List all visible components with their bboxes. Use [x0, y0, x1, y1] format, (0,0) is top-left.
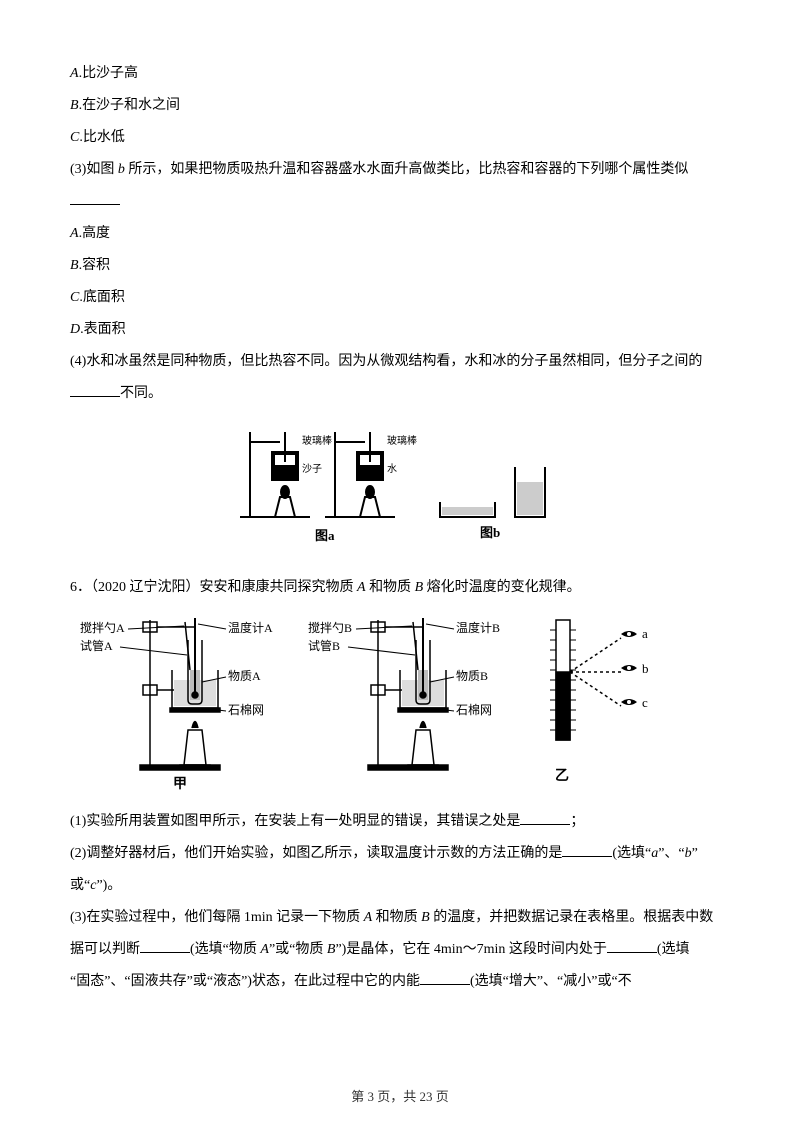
q6-2b: 或“c”)。	[70, 872, 730, 900]
q5-4-line1: (4)水和冰虽然是同种物质，但比热容不同。因为从微观结构看，水和冰的分子虽然相同…	[70, 348, 730, 376]
q5-3-opt-b: B.容积	[70, 252, 730, 280]
svg-text:乙: 乙	[555, 768, 569, 784]
svg-text:玻璃棒: 玻璃棒	[302, 434, 332, 447]
svg-text:图b: 图b	[480, 525, 500, 540]
svg-text:c: c	[642, 695, 648, 710]
svg-text:石棉网: 石棉网	[228, 703, 264, 717]
svg-text:b: b	[642, 661, 649, 676]
q6-1: (1)实验所用装置如图甲所示，在安装上有一处明显的错误，其错误之处是；	[70, 808, 730, 836]
svg-text:温度计A: 温度计A	[228, 620, 273, 635]
svg-text:温度计B: 温度计B	[456, 620, 500, 635]
q5-3-stem: (3)如图 b 所示，如果把物质吸热升温和容器盛水水面升高做类比，比热容和容器的…	[70, 156, 730, 184]
svg-text:物质A: 物质A	[228, 669, 261, 683]
q6-2a: (2)调整好器材后，他们开始实验，如图乙所示，读取温度计示数的方法正确的是(选填…	[70, 840, 730, 868]
fig-b: 图b	[440, 467, 545, 540]
q5-2-opt-a: AA.比沙子高.比沙子高	[70, 60, 730, 88]
q5-2-opt-c: C.比水低	[70, 124, 730, 152]
q5-3-opt-c: C.底面积	[70, 284, 730, 312]
thermometer-yi: a b c 乙	[536, 610, 656, 790]
svg-text:试管B: 试管B	[308, 638, 340, 653]
apparatus-b: 搅拌勺B 试管B 温度计B 物质B 石棉网	[308, 610, 508, 790]
q6-3b: 据可以判断(选填“物质 A”或“物质 B”)是晶体，它在 4min～7min 这…	[70, 936, 730, 964]
svg-text:石棉网: 石棉网	[456, 703, 492, 717]
page-footer: 第 3 页，共 23 页	[0, 1084, 800, 1110]
q5-3-blank	[70, 188, 730, 216]
fig-a: 玻璃棒 沙子 玻璃棒 水 图a	[240, 432, 417, 543]
q6-3c: “固态”、“固液共存”或“液态”)状态，在此过程中它的内能(选填“增大”、“减小…	[70, 968, 730, 996]
label-sand: 沙子	[302, 463, 322, 475]
q5-2-opt-b: B.在沙子和水之间	[70, 92, 730, 120]
svg-text:搅拌勺B: 搅拌勺B	[308, 620, 352, 635]
apparatus-jia: 搅拌勺A 试管A 温度计A 物质A 石棉网 甲	[80, 610, 280, 790]
q6-stem: 6．（2020 辽宁沈阳）安安和康康共同探究物质 A 和物质 B 熔化时温度的变…	[70, 574, 730, 602]
svg-text:玻璃棒: 玻璃棒	[387, 434, 417, 447]
svg-text:a: a	[642, 626, 648, 641]
svg-text:物质B: 物质B	[456, 669, 488, 683]
q5-4-line2: 不同。	[70, 380, 730, 408]
svg-text:搅拌勺A: 搅拌勺A	[80, 620, 125, 635]
q6-figure: 搅拌勺A 试管A 温度计A 物质A 石棉网 甲 搅拌勺B 试管B 温度计B 物质…	[70, 610, 730, 790]
q5-3-opt-d: D.表面积	[70, 316, 730, 344]
label-water: 水	[387, 463, 397, 475]
q6-3a: (3)在实验过程中，他们每隔 1min 记录一下物质 A 和物质 B 的温度，并…	[70, 904, 730, 932]
svg-text:甲: 甲	[173, 776, 187, 790]
q5-3-opt-a: A.高度	[70, 220, 730, 248]
svg-text:试管A: 试管A	[80, 638, 113, 653]
svg-text:图a: 图a	[315, 528, 335, 543]
q5-figure: 玻璃棒 沙子 玻璃棒 水 图a 图b	[70, 422, 730, 552]
